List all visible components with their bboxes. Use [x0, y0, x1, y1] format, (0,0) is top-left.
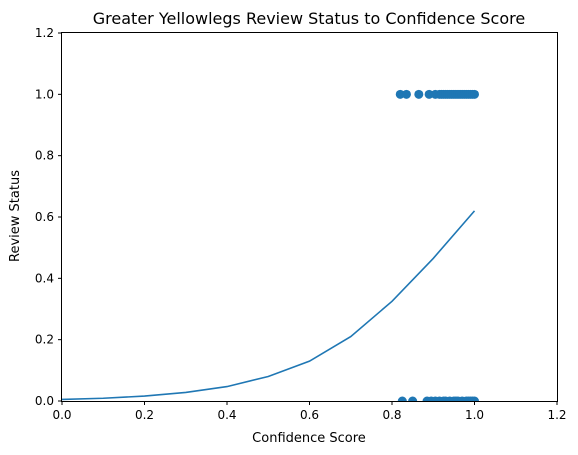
y-axis-label: Review Status [8, 170, 23, 262]
y-axis: 0.0 0.2 0.4 0.6 0.8 1.0 1.2 [35, 26, 62, 408]
x-tick-label: 0.6 [300, 408, 319, 422]
x-tick-label: 0.8 [382, 408, 401, 422]
x-axis: 0.0 0.2 0.4 0.6 0.8 1.0 1.2 [52, 401, 567, 422]
plot-area [62, 89, 479, 401]
x-tick-label: 0.4 [217, 408, 236, 422]
scatter-point [470, 89, 479, 99]
scatter-point [414, 89, 424, 99]
x-tick-label: 1.0 [465, 408, 484, 422]
scatter-point [401, 89, 411, 99]
y-tick-label: 1.0 [35, 87, 54, 101]
x-tick-label: 1.2 [547, 408, 566, 422]
y-tick-label: 0.6 [35, 210, 54, 224]
scatter-point [408, 396, 418, 401]
y-tick-label: 0.2 [35, 333, 54, 347]
y-tick-label: 0.0 [35, 394, 54, 408]
y-tick-label: 0.8 [35, 149, 54, 163]
scatter-point [395, 89, 405, 99]
scatter-point [424, 89, 434, 99]
x-tick-label: 0.2 [135, 408, 154, 422]
y-tick-label: 1.2 [35, 26, 54, 40]
x-tick-label: 0.0 [52, 408, 71, 422]
chart-title: Greater Yellowlegs Review Status to Conf… [93, 9, 525, 28]
x-axis-label: Confidence Score [252, 431, 366, 446]
scatter-point [397, 396, 407, 401]
scatter-point [470, 396, 479, 401]
y-tick-label: 0.4 [35, 271, 54, 285]
fit-curve-line [62, 210, 476, 401]
